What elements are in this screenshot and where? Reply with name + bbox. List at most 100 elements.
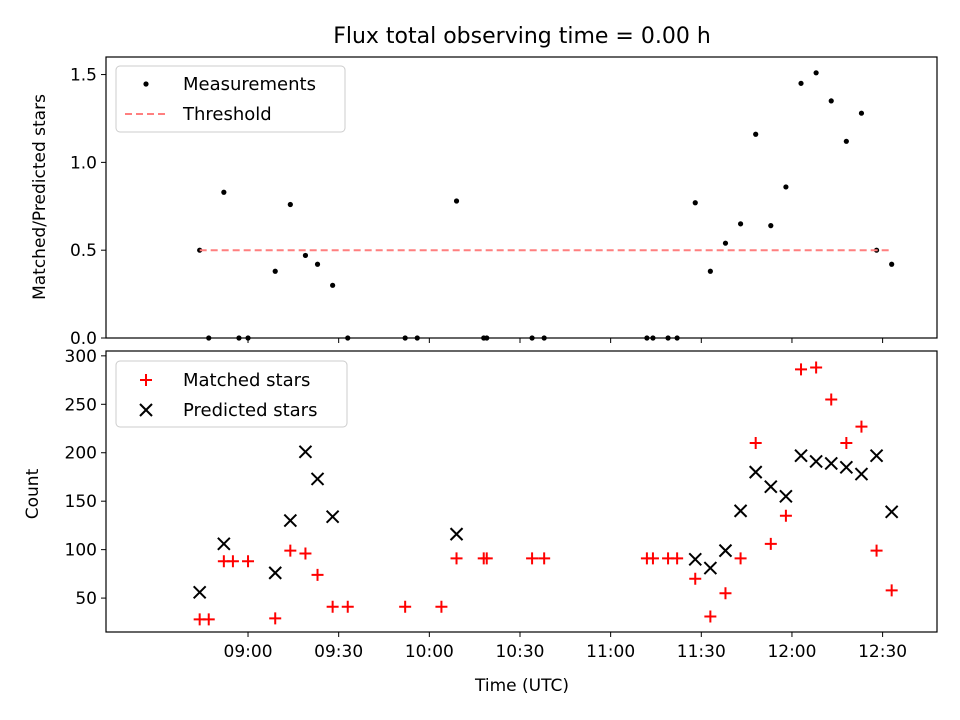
predicted-stars-point — [748, 465, 763, 479]
measurement-point — [302, 252, 309, 259]
y-tick-label: 0.0 — [70, 329, 97, 349]
measurement-point — [330, 282, 336, 288]
top-legend: Measurements Threshold — [115, 65, 346, 133]
matched-stars-point — [689, 572, 702, 585]
legend-matched-marker — [140, 374, 152, 386]
predicted-stars-point — [779, 489, 793, 504]
x-tick-label: 09:30 — [314, 642, 363, 662]
matched-stars-point — [435, 600, 448, 613]
matched-stars-point — [840, 437, 853, 450]
measurement-point — [828, 98, 834, 104]
x-tick-label: 10:30 — [495, 642, 544, 662]
x-tick-label: 12:30 — [858, 642, 907, 662]
matched-stars-point — [795, 363, 808, 376]
predicted-stars-point — [854, 467, 869, 481]
top-y-label: Matched/Predicted stars — [30, 94, 50, 300]
predicted-stars-point — [217, 537, 231, 551]
measurement-point — [889, 261, 895, 267]
matched-stars-point — [870, 544, 883, 557]
matched-stars-point — [764, 537, 777, 550]
y-tick-label: 100 — [65, 541, 97, 561]
measurement-point — [692, 200, 698, 206]
x-tick-label: 12:00 — [767, 642, 816, 662]
top-plot-area: 0.0 0.5 1.0 1.5 — [70, 66, 895, 349]
y-tick-label: 200 — [65, 444, 97, 464]
matched-stars-point — [242, 555, 255, 568]
matched-stars-point — [326, 600, 339, 613]
predicted-stars-point — [809, 454, 823, 469]
measurement-point — [287, 201, 293, 208]
predicted-stars-point — [824, 456, 838, 471]
predicted-stars-point — [733, 504, 748, 518]
predicted-stars-point — [298, 445, 313, 459]
measurement-point — [813, 70, 819, 76]
predicted-stars-point — [884, 505, 899, 519]
x-tick-label: 11:30 — [677, 642, 726, 662]
predicted-stars-point — [869, 448, 884, 463]
legend-matched-label: Matched stars — [183, 370, 310, 391]
bottom-panel: 50 100 150 200 250 300 09:00 09:30 10:00 10:30 11:… — [23, 347, 938, 696]
legend-measurements-marker — [143, 81, 149, 87]
measurement-point — [722, 240, 729, 246]
matched-stars-point — [825, 393, 838, 406]
legend-threshold-label: Threshold — [182, 104, 272, 125]
predicted-stars-point — [688, 552, 702, 567]
measurement-point — [858, 110, 865, 116]
y-tick-label: 1.5 — [70, 66, 97, 86]
measurement-point — [783, 184, 789, 190]
y-tick-label: 1.0 — [70, 153, 97, 173]
predicted-stars-point — [192, 585, 207, 599]
x-axis-label: Time (UTC) — [474, 676, 569, 696]
y-tick-label: 150 — [65, 492, 97, 512]
measurement-point — [768, 223, 774, 229]
matched-stars-point — [526, 552, 539, 565]
matched-stars-point — [299, 547, 312, 560]
bottom-legend-box — [115, 360, 348, 428]
matched-stars-point — [399, 600, 412, 613]
top-legend-box — [115, 65, 346, 133]
measurement-point — [798, 80, 804, 86]
matched-stars-point — [226, 555, 239, 568]
predicted-stars-point — [794, 448, 808, 463]
matched-stars-point — [671, 552, 684, 565]
matched-stars-point — [341, 600, 354, 613]
measurement-point — [314, 261, 321, 267]
y-tick-label: 50 — [75, 589, 97, 609]
bottom-y-label: Count — [23, 468, 43, 519]
legend-predicted-label: Predicted stars — [183, 400, 317, 421]
y-tick-label: 0.5 — [70, 241, 97, 261]
matched-stars-point — [734, 552, 747, 565]
y-tick-label: 250 — [65, 395, 97, 415]
predicted-stars-point — [839, 460, 854, 474]
predicted-stars-point — [449, 527, 464, 541]
x-tick-label: 09:00 — [224, 642, 273, 662]
matched-stars-point — [284, 544, 297, 557]
predicted-stars-point — [283, 513, 298, 528]
predicted-stars-point — [325, 509, 340, 524]
predicted-stars-point — [268, 566, 282, 580]
bottom-axes-frame — [105, 350, 938, 633]
matched-stars-point — [810, 361, 823, 374]
matched-stars-point — [646, 552, 659, 565]
measurement-point — [843, 138, 849, 144]
matched-stars-point — [480, 552, 493, 565]
matched-stars-point — [202, 613, 215, 626]
top-axes-frame — [105, 56, 938, 339]
predicted-stars-point — [310, 472, 325, 486]
measurement-point — [707, 268, 713, 274]
matched-stars-point — [450, 552, 463, 565]
top-panel: 0.0 0.5 1.0 1.5 Matched/Predicted stars Mea… — [30, 56, 938, 349]
matched-stars-point — [538, 552, 551, 565]
predicted-stars-point — [703, 561, 718, 575]
matched-stars-point — [704, 610, 717, 623]
matched-stars-point — [749, 437, 762, 450]
matched-stars-point — [269, 612, 282, 625]
matched-stars-point — [885, 584, 898, 597]
legend-measurements-label: Measurements — [183, 74, 316, 95]
measurement-point — [753, 131, 759, 137]
measurement-point — [737, 221, 744, 227]
matched-stars-point — [719, 587, 732, 600]
chart-title: Flux total observing time = 0.00 h — [333, 24, 711, 49]
bottom-legend: Matched stars Predicted stars — [115, 360, 348, 428]
